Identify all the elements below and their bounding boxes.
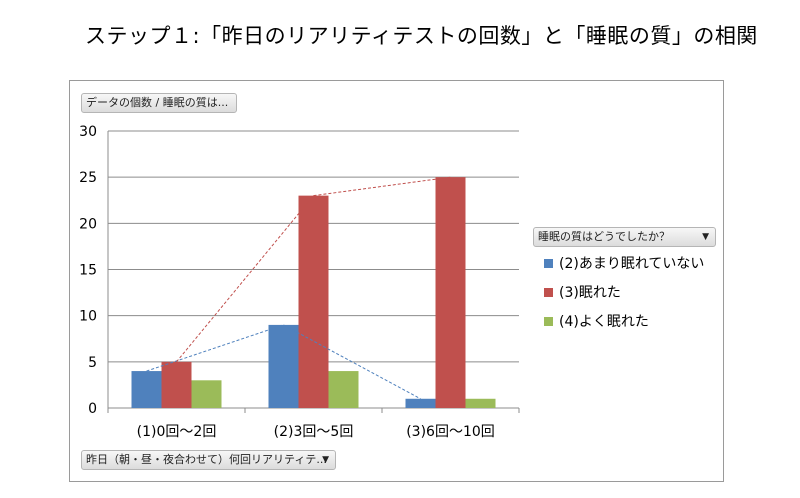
series-connector-line bbox=[313, 176, 451, 197]
legend-field-label: 睡眠の質はどうでしたか？ bbox=[538, 230, 670, 243]
legend-field-button[interactable]: 睡眠の質はどうでしたか？ ▼ bbox=[533, 227, 716, 247]
bar bbox=[405, 398, 436, 408]
y-tick-label: 10 bbox=[79, 309, 97, 325]
row-field-label: 昨日（朝・昼・夜合わせて）何回リアリティテ... bbox=[86, 453, 327, 466]
y-tick-label: 0 bbox=[88, 401, 97, 417]
data-field-label: データの個数 / 睡眠の質は... bbox=[86, 96, 229, 109]
y-tick-label: 15 bbox=[79, 263, 97, 279]
legend-swatch bbox=[544, 288, 553, 297]
chevron-down-icon[interactable]: ▼ bbox=[702, 232, 709, 242]
bar bbox=[465, 398, 496, 408]
row-field-button[interactable]: 昨日（朝・昼・夜合わせて）何回リアリティテ... ▼ bbox=[81, 450, 336, 470]
series-connector-line bbox=[283, 324, 421, 400]
bar bbox=[435, 177, 466, 408]
bar bbox=[328, 371, 359, 408]
legend-swatch bbox=[544, 317, 553, 326]
bar bbox=[191, 380, 222, 408]
series-connector-line bbox=[176, 195, 314, 363]
page-title: ステップ１:「昨日のリアリティテストの回数」と「睡眠の質」の相関 bbox=[85, 24, 758, 48]
bar bbox=[298, 195, 329, 408]
y-tick-label: 25 bbox=[79, 170, 97, 186]
chart-frame bbox=[69, 80, 724, 482]
y-tick-label: 30 bbox=[79, 124, 97, 140]
data-field-button[interactable]: データの個数 / 睡眠の質は... bbox=[81, 93, 237, 113]
chevron-down-icon[interactable]: ▼ bbox=[322, 455, 329, 465]
x-tick-label: (3)6回〜10回 bbox=[406, 424, 495, 440]
x-tick-label: (1)0回〜2回 bbox=[137, 424, 217, 440]
legend-label: (2)あまり眠れていない bbox=[559, 256, 705, 272]
x-tick-label: (2)3回〜5回 bbox=[274, 424, 354, 440]
y-tick-label: 20 bbox=[79, 216, 97, 232]
bar bbox=[268, 324, 299, 408]
legend-swatch bbox=[544, 259, 553, 268]
series-connector-line bbox=[146, 324, 284, 372]
bar bbox=[131, 371, 162, 408]
y-tick-label: 5 bbox=[88, 355, 97, 371]
bar bbox=[161, 361, 192, 408]
legend-label: (4)よく眠れた bbox=[559, 314, 649, 330]
legend-label: (3)眠れた bbox=[559, 285, 621, 301]
